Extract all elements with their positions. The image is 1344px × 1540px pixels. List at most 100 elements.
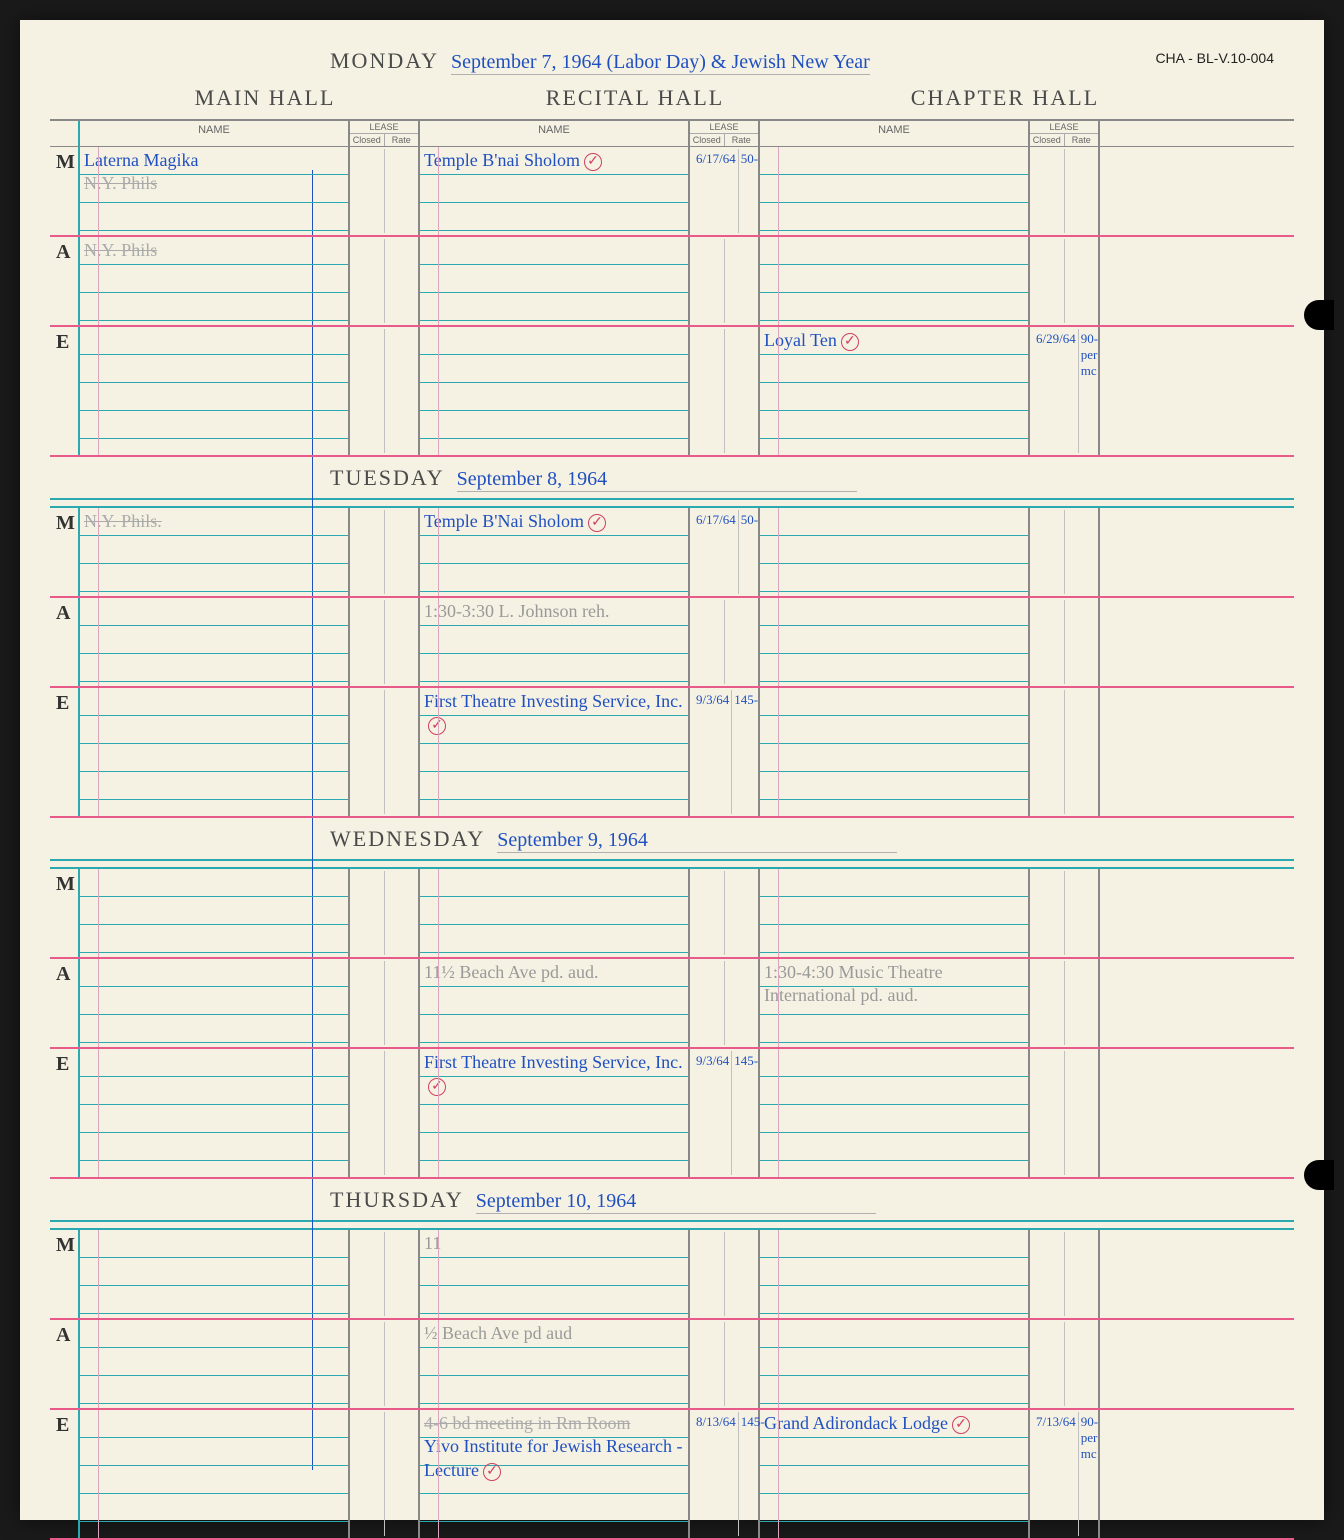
main-name-cell: Laterna MagikaN.Y. Phils bbox=[80, 147, 350, 235]
lease-rate bbox=[1065, 239, 1095, 323]
day-header: WEDNESDAY September 9, 1964 bbox=[50, 818, 1294, 859]
main-name-cell bbox=[80, 598, 350, 686]
lease-closed bbox=[354, 510, 385, 594]
day-header: THURSDAY September 10, 1964 bbox=[50, 1179, 1294, 1220]
lease-cell bbox=[350, 327, 420, 455]
lease-cell bbox=[1030, 237, 1100, 325]
entry-name: Grand Adirondack Lodge✓ bbox=[764, 1412, 1024, 1435]
entry-name: First Theatre Investing Service, Inc.✓ bbox=[424, 690, 684, 737]
check-circle-icon: ✓ bbox=[483, 1463, 501, 1481]
lease-closed bbox=[694, 239, 725, 323]
lease-rate bbox=[385, 510, 415, 594]
chapter-name-cell: Grand Adirondack Lodge✓ bbox=[760, 1410, 1030, 1538]
subheaders: NAME LEASE ClosedRate NAME LEASE ClosedR… bbox=[50, 119, 1294, 147]
session-label: M bbox=[50, 147, 80, 235]
lease-rate bbox=[385, 961, 415, 1045]
session-row: A 11½ Beach Ave pd. aud. 1:30-4:30 Music… bbox=[50, 959, 1294, 1049]
lease-closed bbox=[1034, 1051, 1065, 1175]
lease-rate bbox=[385, 1412, 415, 1536]
recital-name-cell: 1:30-3:30 L. Johnson reh. bbox=[420, 598, 690, 686]
session-row: E First Theatre Investing Service, Inc.✓… bbox=[50, 1049, 1294, 1179]
lease-subheader: LEASE ClosedRate bbox=[690, 121, 760, 146]
lease-rate bbox=[385, 149, 415, 233]
chapter-name-cell bbox=[760, 237, 1030, 325]
lease-closed bbox=[354, 1412, 385, 1536]
chapter-name-cell bbox=[760, 598, 1030, 686]
chapter-hall-header: CHAPTER HALL bbox=[820, 85, 1190, 111]
lease-closed bbox=[1034, 1322, 1065, 1406]
lease-cell bbox=[350, 869, 420, 957]
main-name-cell bbox=[80, 959, 350, 1047]
day-header: MONDAY September 7, 1964 (Labor Day) & J… bbox=[50, 40, 1294, 81]
lease-cell bbox=[350, 959, 420, 1047]
weekday-label: THURSDAY bbox=[330, 1187, 464, 1213]
lease-cell bbox=[350, 237, 420, 325]
chapter-name-cell: Loyal Ten✓ bbox=[760, 327, 1030, 455]
lease-cell: 9/3/64 145- bbox=[690, 688, 760, 816]
lease-cell: 8/13/64 145- bbox=[690, 1410, 760, 1538]
check-circle-icon: ✓ bbox=[428, 717, 446, 735]
lease-rate bbox=[1065, 510, 1095, 594]
chapter-name-cell bbox=[760, 1230, 1030, 1318]
entry-name: Temple B'nai Sholom✓ bbox=[424, 149, 684, 172]
recital-name-cell: First Theatre Investing Service, Inc.✓ bbox=[420, 688, 690, 816]
chapter-name-cell: 1:30-4:30 Music Theatre International pd… bbox=[760, 959, 1030, 1047]
recital-name-cell bbox=[420, 237, 690, 325]
session-row: E 4-6 bd meeting in Rm RoomYivo Institut… bbox=[50, 1410, 1294, 1540]
recital-name-cell: 4-6 bd meeting in Rm RoomYivo Institute … bbox=[420, 1410, 690, 1538]
day-divider bbox=[50, 859, 1294, 869]
lease-rate bbox=[385, 329, 415, 453]
date-text: September 10, 1964 bbox=[476, 1190, 876, 1214]
session-row: E Loyal Ten✓ 6/29/64 90- per mc bbox=[50, 327, 1294, 457]
session-row: M bbox=[50, 869, 1294, 959]
lease-closed bbox=[354, 690, 385, 814]
lease-rate: 90- per mc bbox=[1079, 1412, 1100, 1536]
lease-closed: 9/3/64 bbox=[694, 1051, 732, 1175]
session-label: A bbox=[50, 237, 80, 325]
lease-cell bbox=[350, 147, 420, 235]
lease-closed bbox=[1034, 690, 1065, 814]
entry-pencil: 1:30-3:30 L. Johnson reh. bbox=[424, 600, 684, 623]
main-name-cell bbox=[80, 327, 350, 455]
binder-hole bbox=[1304, 300, 1334, 330]
session-label: M bbox=[50, 1230, 80, 1318]
entry-name: Temple B'Nai Sholom✓ bbox=[424, 510, 684, 533]
day-header: TUESDAY September 8, 1964 bbox=[50, 457, 1294, 498]
main-name-cell: N.Y. Phils. bbox=[80, 508, 350, 596]
lease-closed bbox=[1034, 149, 1065, 233]
lease-cell bbox=[1030, 598, 1100, 686]
entry-name: Yivo Institute for Jewish Research - Lec… bbox=[424, 1435, 684, 1482]
lease-rate bbox=[385, 1232, 415, 1316]
days-container: MONDAY September 7, 1964 (Labor Day) & J… bbox=[50, 40, 1294, 1540]
lease-cell bbox=[1030, 688, 1100, 816]
main-name-cell bbox=[80, 1049, 350, 1177]
lease-closed bbox=[1034, 510, 1065, 594]
session-row: E First Theatre Investing Service, Inc.✓… bbox=[50, 688, 1294, 818]
lease-rate bbox=[725, 1232, 755, 1316]
recital-name-cell: ½ Beach Ave pd aud bbox=[420, 1320, 690, 1408]
lease-closed bbox=[694, 600, 725, 684]
lease-rate bbox=[1065, 871, 1095, 955]
recital-hall-header: RECITAL HALL bbox=[450, 85, 820, 111]
lease-rate bbox=[1065, 690, 1095, 814]
session-rows: M A 11½ Beach Ave pd. aud. 1:30-4:30 Mus… bbox=[50, 869, 1294, 1179]
chapter-name-cell bbox=[760, 508, 1030, 596]
recital-name-cell: 11½ Beach Ave pd. aud. bbox=[420, 959, 690, 1047]
ledger-page: CHA - BL-V.10-004 MONDAY September 7, 19… bbox=[20, 20, 1324, 1520]
lease-closed: 6/17/64 bbox=[694, 149, 739, 233]
session-row: M Laterna MagikaN.Y. Phils Temple B'nai … bbox=[50, 147, 1294, 237]
lease-rate bbox=[385, 690, 415, 814]
session-row: A 1:30-3:30 L. Johnson reh. bbox=[50, 598, 1294, 688]
lease-cell: 6/17/64 50- bbox=[690, 147, 760, 235]
lease-rate bbox=[1065, 149, 1095, 233]
chapter-name-cell bbox=[760, 1320, 1030, 1408]
lease-rate bbox=[725, 239, 755, 323]
entry-struck: N.Y. Phils. bbox=[84, 510, 344, 533]
check-circle-icon: ✓ bbox=[588, 514, 606, 532]
entry-pencil: 1:30-4:30 Music Theatre International pd… bbox=[764, 961, 1024, 1008]
lease-cell bbox=[690, 237, 760, 325]
lease-closed bbox=[354, 149, 385, 233]
lease-rate bbox=[385, 239, 415, 323]
entry-struck: N.Y. Phils bbox=[84, 172, 344, 195]
lease-closed bbox=[354, 1232, 385, 1316]
